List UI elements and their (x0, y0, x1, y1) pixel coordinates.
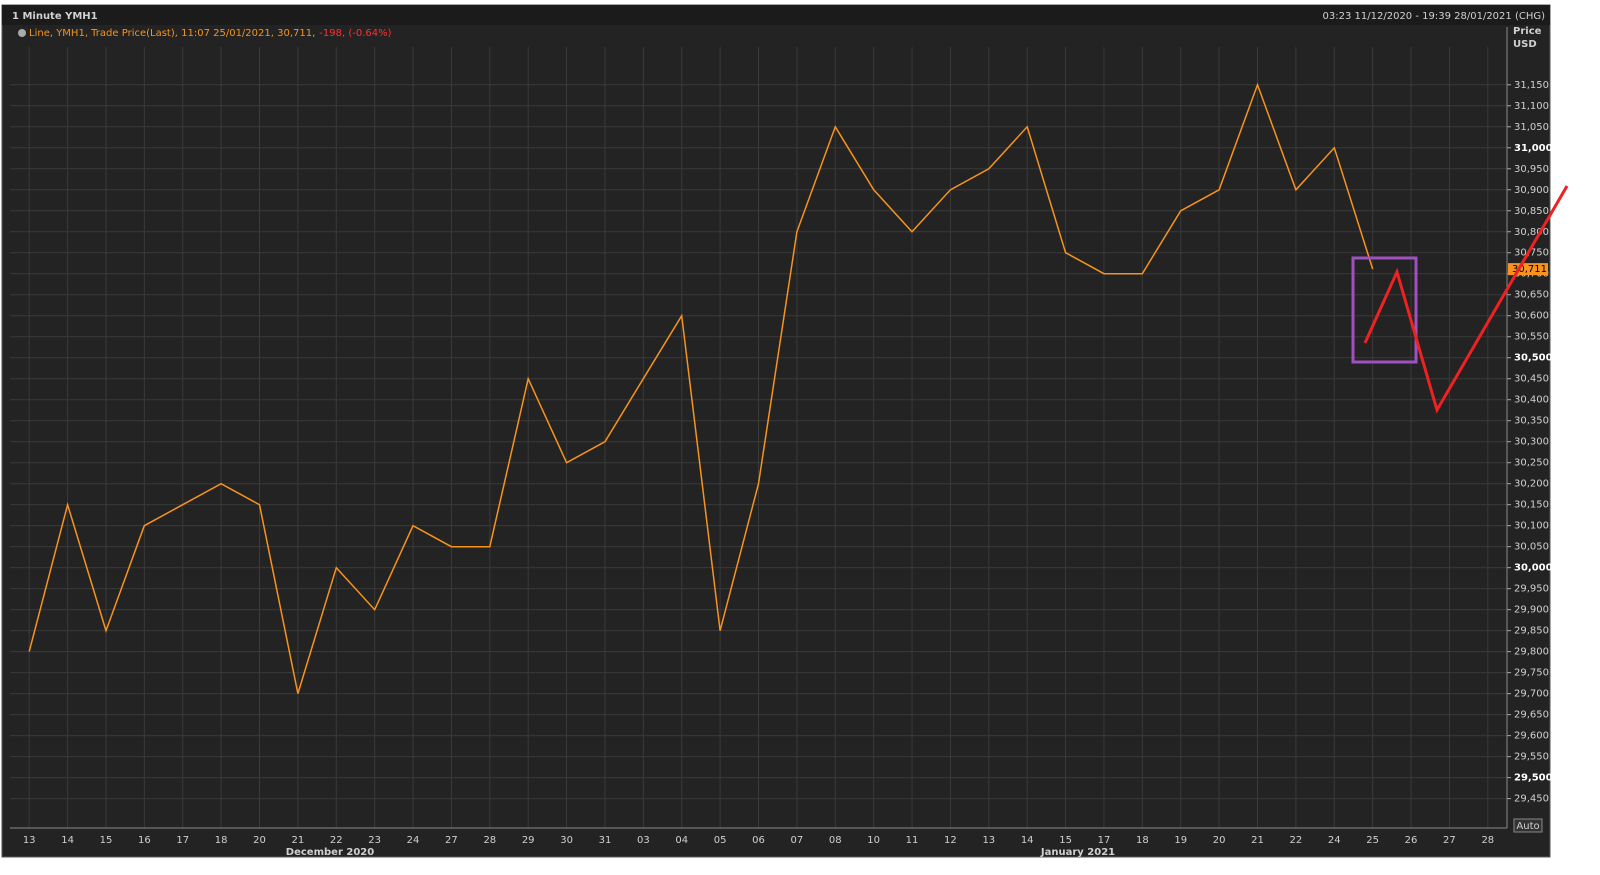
x-tick-label: 19 (1174, 835, 1187, 846)
x-tick-label: 28 (1481, 835, 1494, 846)
x-tick-label: 27 (1443, 835, 1456, 846)
x-tick-label: 28 (483, 835, 496, 846)
x-tick-label: 07 (791, 835, 804, 846)
x-tick-label: 20 (253, 835, 266, 846)
x-tick-label: 13 (982, 835, 995, 846)
x-tick-label: 22 (330, 835, 343, 846)
auto-button-label[interactable]: Auto (1516, 821, 1539, 832)
x-tick-label: 04 (675, 835, 688, 846)
y-tick-label: 30,550 (1514, 332, 1549, 343)
x-tick-label: 11 (906, 835, 919, 846)
x-tick-label: 21 (1251, 835, 1264, 846)
annotation-line (1363, 185, 1569, 414)
x-tick-label: 14 (1021, 835, 1034, 846)
x-tick-label: 12 (944, 835, 957, 846)
y-tick-label: 29,700 (1514, 689, 1549, 700)
y-tick-label: 29,500 (1514, 773, 1553, 784)
x-tick-label: 30 (560, 835, 573, 846)
y-tick-label: 30,850 (1514, 206, 1549, 217)
legend-change: -198, (-0.64%) (319, 28, 391, 39)
chart-title: 1 Minute YMH1 (12, 11, 98, 22)
legend-main: Line, YMH1, Trade Price(Last), 11:07 25/… (29, 28, 315, 39)
x-tick-label: 21 (292, 835, 305, 846)
x-tick-label: 16 (138, 835, 151, 846)
y-tick-label: 29,600 (1514, 731, 1549, 742)
x-tick-label: 24 (1328, 835, 1341, 846)
x-tick-label: 03 (637, 835, 650, 846)
x-tick-label: 17 (176, 835, 189, 846)
x-tick-label: 14 (61, 835, 74, 846)
y-tick-label: 30,400 (1514, 395, 1549, 406)
x-tick-label: 08 (829, 835, 842, 846)
y-tick-label: 30,000 (1514, 563, 1553, 574)
y-tick-label: 29,850 (1514, 626, 1549, 637)
x-tick-label: 06 (752, 835, 765, 846)
last-value-label: 30,711 (1512, 264, 1547, 275)
y-tick-label: 30,450 (1514, 374, 1549, 385)
month-label: December 2020 (286, 847, 374, 858)
y-tick-label: 31,050 (1514, 122, 1549, 133)
range-text: 03:23 11/12/2020 - 19:39 28/01/2021 (CHG… (1323, 11, 1546, 22)
y-tick-label: 30,300 (1514, 437, 1549, 448)
y-tick-label: 30,050 (1514, 542, 1549, 553)
y-tick-label: 29,800 (1514, 647, 1549, 658)
legend-icon (18, 29, 26, 37)
y-tick-label: 31,150 (1514, 80, 1549, 91)
y-tick-label: 30,900 (1514, 185, 1549, 196)
y-tick-label: 29,450 (1514, 794, 1549, 805)
x-tick-label: 23 (368, 835, 381, 846)
month-label: January 2021 (1040, 847, 1115, 858)
y-tick-label: 30,200 (1514, 479, 1549, 490)
y-tick-label: 30,350 (1514, 416, 1549, 427)
title-bar (2, 5, 1550, 25)
y-tick-label: 30,650 (1514, 290, 1549, 301)
y-tick-label: 30,800 (1514, 227, 1549, 238)
y-tick-label: 30,150 (1514, 500, 1549, 511)
y-tick-label: 30,500 (1514, 353, 1553, 364)
plot: 29,450 29,500 29,550 29,600 29,650 29,700 29,7… (10, 27, 1553, 846)
x-tick-label: 15 (1059, 835, 1072, 846)
x-tick-label: 18 (215, 835, 228, 846)
x-tick-label: 15 (100, 835, 113, 846)
x-tick-label: 22 (1290, 835, 1303, 846)
y-axis-label: USD (1513, 39, 1537, 50)
y-tick-label: 30,250 (1514, 458, 1549, 469)
y-tick-label: 30,750 (1514, 248, 1549, 259)
y-tick-label: 29,550 (1514, 752, 1549, 763)
annotation-box (1351, 256, 1418, 364)
x-tick-label: 26 (1405, 835, 1418, 846)
x-tick-label: 27 (445, 835, 458, 846)
x-tick-label: 20 (1213, 835, 1226, 846)
x-tick-label: 25 (1366, 835, 1379, 846)
y-tick-label: 29,900 (1514, 605, 1549, 616)
x-tick-label: 10 (867, 835, 880, 846)
y-tick-label: 31,000 (1514, 143, 1553, 154)
y-axis-label: Price (1513, 26, 1542, 37)
y-tick-label: 29,950 (1514, 584, 1549, 595)
y-tick-label: 30,100 (1514, 521, 1549, 532)
y-tick-label: 29,650 (1514, 710, 1549, 721)
y-tick-label: 31,100 (1514, 101, 1549, 112)
x-tick-label: 13 (23, 835, 36, 846)
x-tick-label: 29 (522, 835, 535, 846)
legend-text: Line, YMH1, Trade Price(Last), 11:07 25/… (29, 28, 392, 39)
auto-button[interactable] (1513, 818, 1543, 833)
y-tick-label: 30,600 (1514, 311, 1549, 322)
price-line (28, 82, 1374, 694)
x-tick-label: 31 (599, 835, 612, 846)
x-tick-label: 17 (1098, 835, 1111, 846)
y-tick-label: 30,950 (1514, 164, 1549, 175)
x-tick-label: 05 (714, 835, 727, 846)
chart-bg (1, 4, 1551, 858)
x-tick-label: 18 (1136, 835, 1149, 846)
x-tick-label: 24 (407, 835, 420, 846)
y-tick-label: 29,750 (1514, 668, 1549, 679)
